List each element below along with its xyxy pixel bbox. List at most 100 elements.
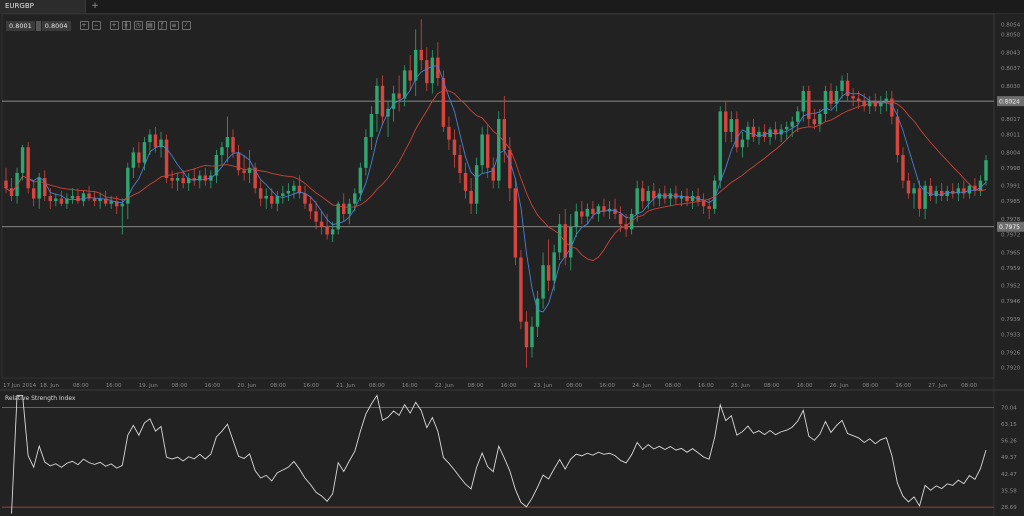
candle-body — [43, 178, 47, 196]
candle-body — [364, 137, 368, 168]
time-tick-label: 19. Jun — [139, 383, 159, 389]
candle-body — [436, 57, 440, 79]
candle-body — [613, 208, 617, 214]
indicators-icon[interactable]: ƒ — [157, 21, 167, 30]
candle-body — [419, 49, 423, 61]
candle-body — [92, 198, 97, 202]
candle-body — [325, 226, 329, 235]
candle-body — [391, 93, 396, 109]
candle-body — [707, 206, 711, 209]
candle-body — [901, 154, 905, 181]
time-tick-label: 22. Jun — [435, 383, 455, 389]
candle-body — [297, 185, 302, 194]
grid-frame — [0, 13, 1024, 516]
price-tick-label: 0.7978 — [1001, 217, 1021, 223]
bid-price[interactable]: 0.8001 — [6, 20, 35, 31]
moving-average-5 — [5, 65, 987, 313]
time-tick-label: 08:00 — [566, 383, 582, 389]
candle-body — [557, 224, 562, 253]
candle-body — [602, 206, 606, 212]
candle-body — [330, 229, 335, 235]
candle-body — [186, 178, 191, 184]
candle-body — [801, 90, 806, 112]
time-tick-label: 21. Jun — [336, 383, 356, 389]
add-tab-button[interactable]: + — [91, 1, 99, 11]
zoom-in-icon[interactable]: + — [79, 21, 89, 30]
candle-body — [491, 167, 495, 181]
candle-body — [580, 211, 584, 217]
candle-body — [784, 126, 789, 130]
time-tick-label: 18. Jun — [40, 383, 60, 389]
rsi-panel: Relative Strength Index 70.04 63.15 56.26 4… — [2, 394, 1017, 514]
candle-body — [336, 203, 340, 230]
candle-body — [663, 193, 667, 199]
objects-icon[interactable]: ≡ — [169, 21, 179, 30]
template-icon[interactable]: ▤ — [145, 21, 155, 30]
draw-icon[interactable]: ⁄ — [181, 21, 191, 30]
candle-body — [447, 126, 451, 140]
candle-body — [242, 170, 246, 173]
candle-body — [535, 298, 540, 327]
rsi-tick-label: 42.47 — [1001, 472, 1017, 478]
candle-body — [740, 139, 745, 148]
time-tick-label: 16:00 — [204, 383, 220, 389]
price-tick-label: 0.8043 — [1001, 50, 1021, 56]
candle-body — [934, 190, 938, 196]
ask-price[interactable]: 0.8004 — [41, 20, 71, 31]
price-tick-label: 0.8017 — [1001, 117, 1021, 123]
candle-body — [153, 134, 158, 148]
candle-body — [353, 193, 357, 204]
candle-body — [790, 121, 794, 127]
candle-body — [923, 185, 927, 209]
candle-body — [685, 196, 689, 202]
time-tick-label: 16:00 — [599, 383, 615, 389]
candle-body — [768, 129, 772, 138]
candle-body — [962, 188, 966, 194]
time-tick-label: 08:00 — [665, 383, 681, 389]
candle-body — [773, 129, 778, 135]
rsi-tick-label: 35.58 — [1001, 488, 1017, 494]
price-tick-label: 0.7946 — [1001, 299, 1021, 305]
candle-body — [469, 190, 473, 204]
candle-body — [508, 149, 512, 189]
candle-body — [939, 190, 944, 196]
candle-body — [895, 116, 900, 155]
candle-body — [76, 196, 80, 202]
candle-body — [884, 98, 889, 102]
rsi-tick-label: 63.15 — [1001, 422, 1017, 428]
time-tick-label: 23. Jun — [533, 383, 553, 389]
candle-body — [724, 111, 728, 132]
candle-body — [109, 201, 113, 204]
time-tick-label: 08:00 — [369, 383, 385, 389]
candle-body — [862, 101, 866, 107]
tab-eurgbp[interactable]: EURGBP — [0, 0, 86, 13]
price-tick-label: 0.8050 — [1001, 33, 1021, 39]
horizontal-line-label-bg — [997, 96, 1024, 107]
candle-body — [308, 203, 313, 212]
candle-body — [497, 119, 501, 181]
candle-body — [879, 101, 883, 107]
candle-body — [430, 57, 435, 84]
candle-body — [569, 226, 573, 258]
candle-body — [973, 185, 977, 191]
candles-icon[interactable]: ╫ — [121, 21, 131, 30]
timeframe-icon[interactable]: ◷ — [133, 21, 143, 30]
candle-body — [635, 188, 639, 214]
candle-body — [192, 178, 196, 181]
price-tick-label: 0.8037 — [1001, 66, 1021, 72]
candle-body — [458, 154, 462, 173]
candle-body — [292, 185, 296, 191]
candle-body — [181, 178, 185, 184]
candle-body — [624, 224, 628, 230]
candle-body — [796, 111, 800, 122]
candle-body — [159, 139, 163, 148]
candle-body — [408, 70, 412, 81]
zoom-out-icon[interactable]: − — [91, 21, 101, 30]
time-tick-label: 16:00 — [797, 383, 813, 389]
crosshair-icon[interactable]: + — [109, 21, 119, 30]
time-tick-label: 16:00 — [501, 383, 517, 389]
candle-body — [928, 185, 933, 196]
horizontal-lines[interactable]: 0.8024 0.7975 — [2, 96, 1024, 232]
time-tick-label: 16:00 — [106, 383, 122, 389]
